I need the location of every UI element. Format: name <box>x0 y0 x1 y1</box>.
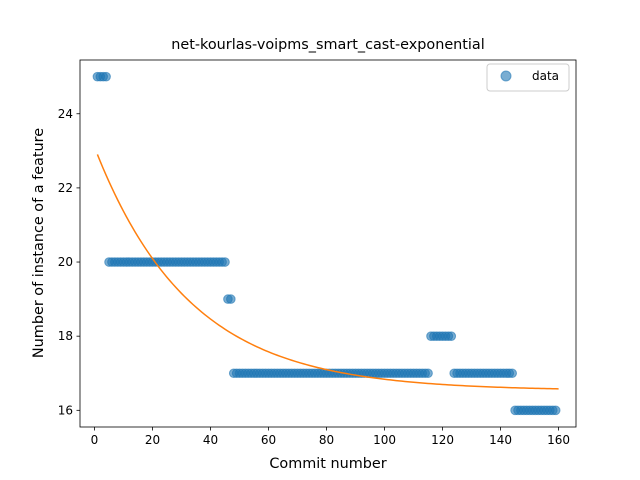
x-tick-label: 140 <box>489 433 512 447</box>
x-tick-label: 60 <box>261 433 276 447</box>
y-tick-label: 16 <box>58 403 73 417</box>
data-point <box>220 257 230 267</box>
y-axis: 16 18 20 22 24 <box>58 107 80 417</box>
legend-marker-data <box>500 70 512 82</box>
axes-spines <box>79 59 577 428</box>
x-tick-label: 160 <box>547 433 570 447</box>
plot-background <box>80 60 576 427</box>
axes-frame <box>79 59 577 428</box>
data-point <box>226 294 236 304</box>
data-point <box>101 71 111 82</box>
chart-title: net-kourlas-voipms_smart_cast-exponentia… <box>171 37 485 53</box>
data-point <box>550 405 561 416</box>
data-point <box>446 331 457 341</box>
y-tick-label: 20 <box>58 255 73 269</box>
x-tick-label: 120 <box>431 433 454 447</box>
data-series-markers <box>92 71 561 416</box>
x-axis: 0 20 40 60 80 100 120 140 160 <box>91 427 570 447</box>
x-tick-label: 20 <box>145 433 160 447</box>
legend-label-data: data <box>532 69 559 83</box>
y-tick-label: 22 <box>58 181 73 195</box>
x-tick-label: 80 <box>319 433 334 447</box>
y-tick-label: 24 <box>58 107 73 121</box>
x-axis-label: Commit number <box>269 456 386 472</box>
y-axis-label: Number of instance of a feature <box>31 128 47 358</box>
x-tick-label: 0 <box>91 433 99 447</box>
x-tick-label: 100 <box>373 433 396 447</box>
data-point <box>423 368 433 379</box>
plot-area <box>80 60 576 427</box>
fit-line <box>96 154 559 390</box>
legend: data <box>486 63 570 92</box>
y-tick-label: 18 <box>58 329 73 343</box>
data-point <box>507 368 517 379</box>
fit-line-group <box>96 154 559 390</box>
x-tick-label: 40 <box>203 433 218 447</box>
